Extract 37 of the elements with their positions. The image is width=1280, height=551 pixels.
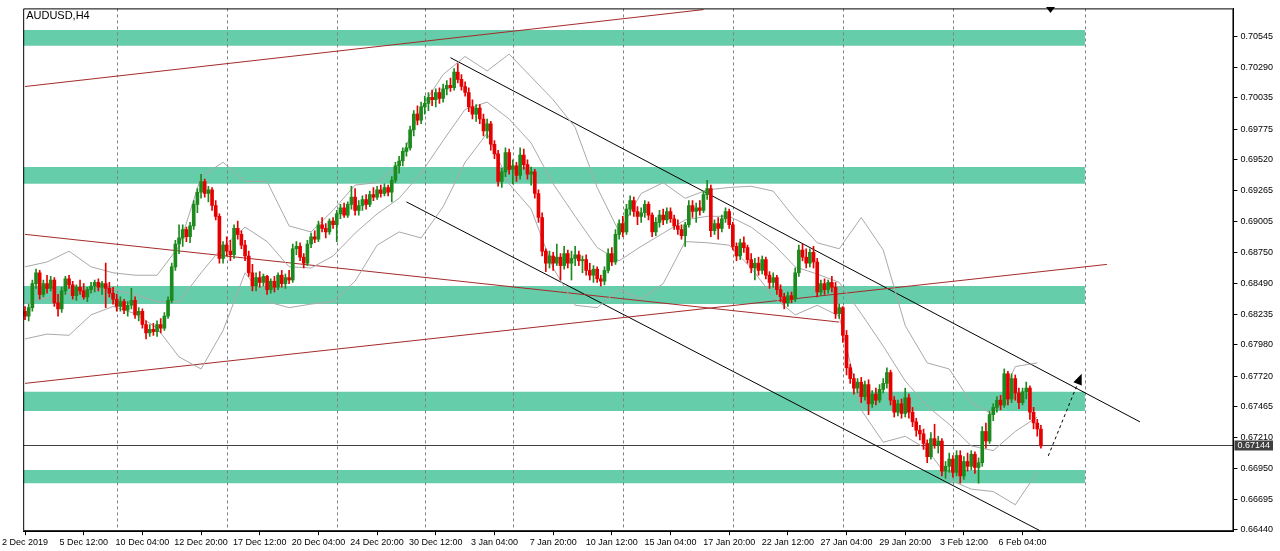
x-tick-label: 29 Jan 20:00: [879, 537, 932, 548]
y-tick-label: 0.68490: [1240, 278, 1274, 289]
x-tick-label: 24 Dec 20:00: [350, 537, 404, 548]
y-tick-label: 0.66950: [1240, 463, 1274, 474]
x-tick-label: 17 Jan 20:00: [703, 537, 756, 548]
y-tick-label: 0.67720: [1240, 370, 1274, 381]
x-tick-label: 3 Jan 04:00: [470, 537, 518, 548]
x-tick-label: 27 Jan 04:00: [820, 537, 873, 548]
y-tick-label: 0.67210: [1240, 431, 1274, 442]
x-tick-label: 12 Dec 20:00: [174, 537, 228, 548]
x-tick-label: 6 Feb 04:00: [998, 537, 1047, 548]
x-tick-label: 7 Jan 20:00: [529, 537, 577, 548]
x-tick-label: 2 Dec 2019: [2, 537, 49, 548]
y-tick-label: 0.69005: [1240, 216, 1274, 227]
x-tick-label: 10 Jan 12:00: [585, 537, 638, 548]
y-tick-label: 0.69265: [1240, 184, 1274, 195]
y-tick-label: 0.66695: [1240, 493, 1274, 504]
y-tick-label: 0.70290: [1240, 61, 1274, 72]
x-tick-label: 30 Dec 12:00: [409, 537, 463, 548]
y-tick-label: 0.68750: [1240, 246, 1274, 257]
x-tick-label: 10 Dec 04:00: [115, 537, 170, 548]
y-tick-label: 0.69775: [1240, 123, 1274, 134]
x-tick-label: 5 Dec 12:00: [59, 537, 108, 548]
y-tick-label: 0.67465: [1240, 401, 1274, 412]
x-tick-label: 3 Feb 12:00: [939, 537, 988, 548]
x-tick-label: 15 Jan 04:00: [644, 537, 697, 548]
y-tick-label: 0.70545: [1240, 31, 1274, 42]
y-tick-label: 0.68235: [1240, 308, 1274, 319]
y-tick-label: 0.66440: [1240, 524, 1274, 535]
y-tick-label: 0.69520: [1240, 154, 1274, 165]
x-tick-label: 20 Dec 04:00: [291, 537, 346, 548]
y-tick-label: 0.67980: [1240, 339, 1274, 350]
chart-title: AUDUSD,H4: [26, 9, 90, 22]
x-tick-label: 17 Dec 12:00: [232, 537, 287, 548]
y-tick-label: 0.70035: [1240, 92, 1274, 103]
x-tick-label: 22 Jan 12:00: [761, 537, 814, 548]
ref-line-label: 0.67144: [1237, 440, 1271, 451]
